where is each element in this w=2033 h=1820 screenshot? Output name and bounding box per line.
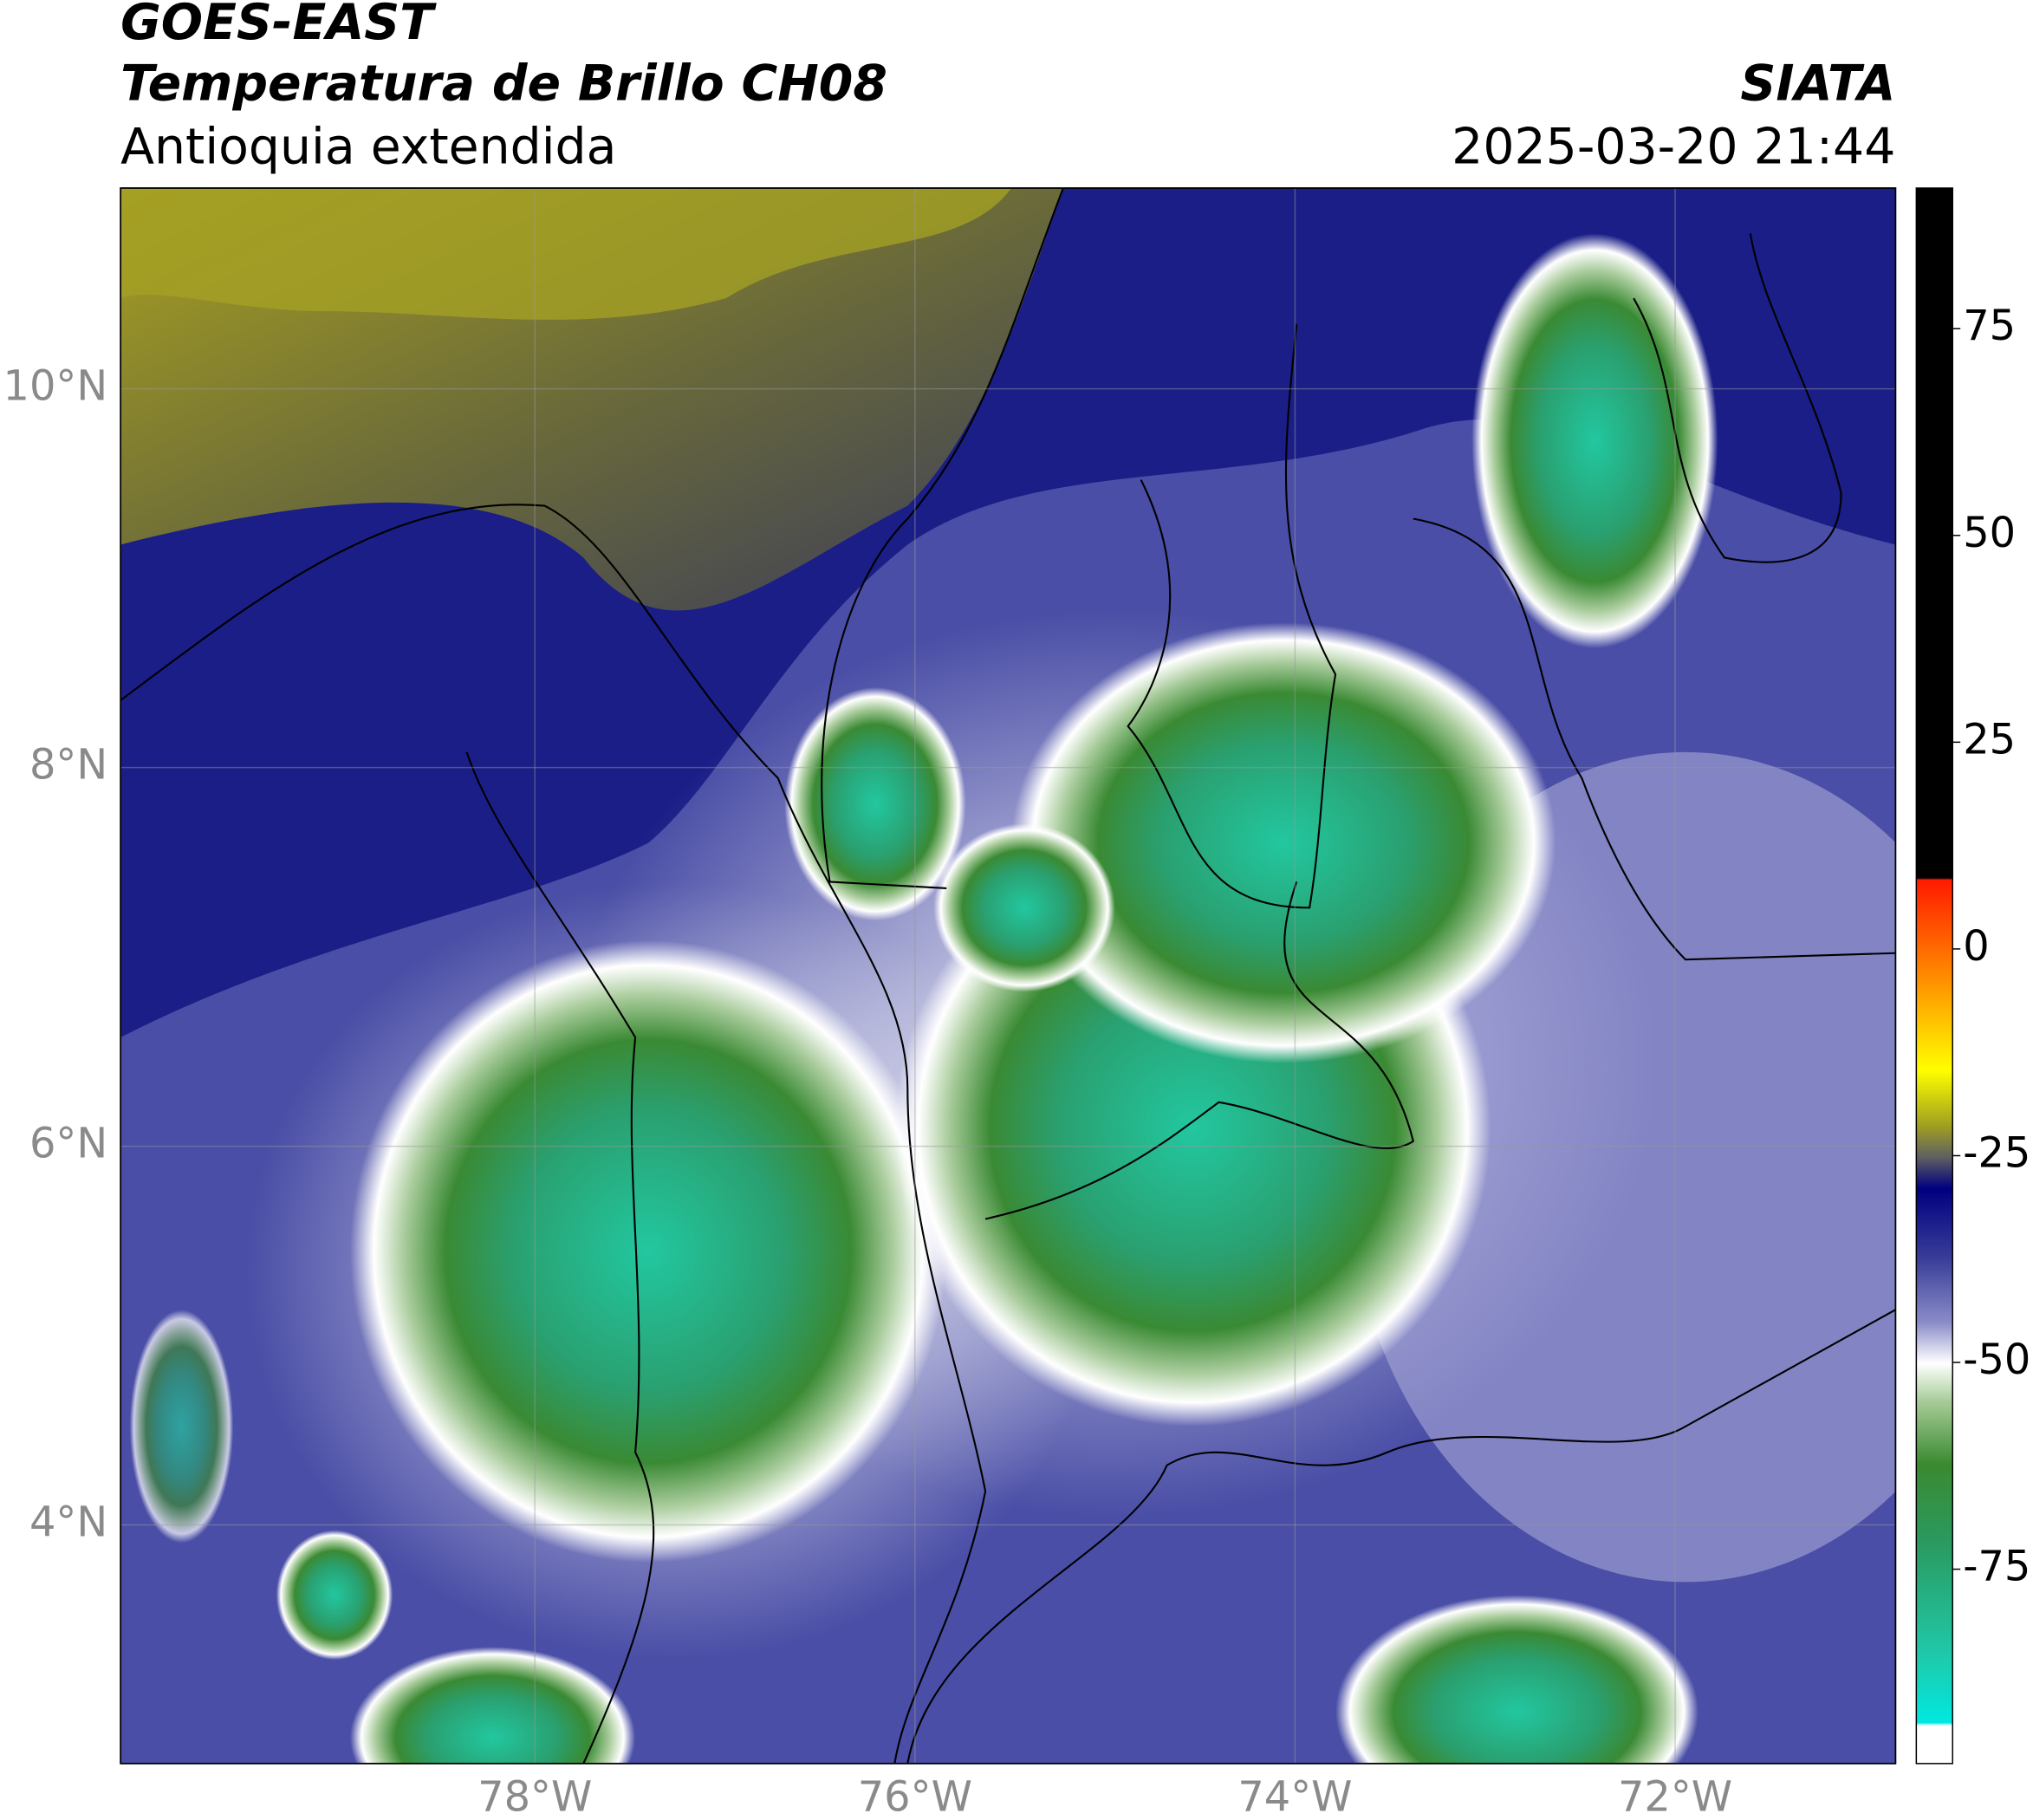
source: SIATA: [1740, 55, 1895, 112]
colorbar-tick-label: -50: [1963, 1336, 2030, 1384]
x-tick-label: 76°W: [858, 1774, 972, 1820]
colorbar: [1915, 187, 1953, 1765]
axes: 78°W 76°W 74°W 72°W 4°N 6°N 8°N 10°N: [3, 363, 1733, 1820]
colorbar-tick-label: 0: [1963, 923, 1989, 971]
graticule: [120, 188, 1896, 1764]
colorbar-tick-label: -25: [1963, 1129, 2030, 1177]
x-tick-label: 74°W: [1237, 1774, 1352, 1820]
y-tick-label: 4°N: [29, 1499, 107, 1547]
x-tick-label: 78°W: [477, 1774, 592, 1820]
datetime: 2025-03-20 21:44: [1452, 119, 1895, 176]
x-tick-label: 72°W: [1618, 1774, 1732, 1820]
subtitle: Temperatura de Brillo CH08: [120, 55, 887, 112]
map-frame: [120, 187, 1897, 1765]
colorbar-tick-label: 25: [1963, 716, 2016, 764]
colorbar-tick-label: 75: [1963, 302, 2016, 350]
y-tick-label: 10°N: [3, 363, 108, 411]
y-tick-label: 8°N: [29, 742, 107, 790]
colorbar-tick-label: 50: [1963, 510, 2016, 557]
satellite-image: [120, 188, 1896, 1764]
y-tick-label: 6°N: [29, 1121, 107, 1168]
region: Antioquia extendida: [120, 119, 616, 176]
title: GOES-EAST: [120, 0, 437, 51]
colorbar-ticks: -75 -50 -25 0 25 50 75: [1952, 302, 2030, 1591]
colorbar-tick-label: -75: [1963, 1544, 2030, 1591]
